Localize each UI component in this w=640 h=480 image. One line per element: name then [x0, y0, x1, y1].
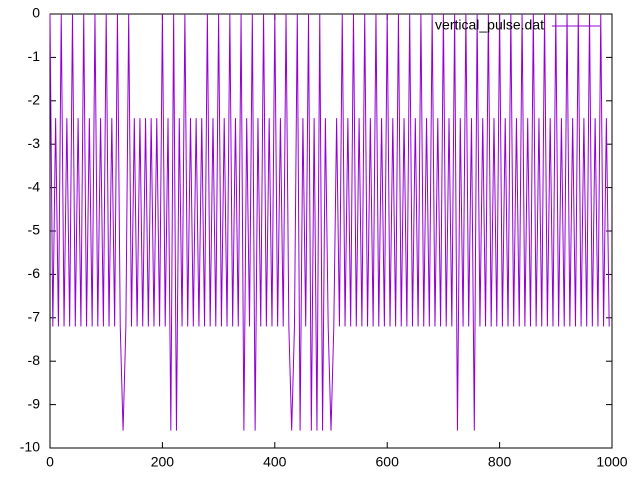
plot-frame [49, 13, 613, 449]
y-tick-label: -1 [28, 48, 41, 64]
y-tick-label: -7 [28, 309, 41, 325]
x-tick-label: 1000 [596, 454, 627, 470]
y-tick-label: -2 [28, 92, 41, 108]
x-tick-label: 400 [263, 454, 287, 470]
y-tick-label: -5 [28, 222, 41, 238]
x-tick-label: 800 [488, 454, 512, 470]
legend-label: vertical_pulse.dat [435, 17, 544, 33]
x-tick-label: 600 [376, 454, 400, 470]
x-tick-label: 200 [151, 454, 175, 470]
y-tick-label: -9 [28, 395, 41, 411]
x-tick-label: 0 [46, 454, 54, 470]
y-tick-label: -6 [28, 265, 41, 281]
y-tick-label: -4 [28, 178, 41, 194]
y-tick-label: -3 [28, 135, 41, 151]
y-tick-label: 0 [32, 5, 40, 21]
series-line [49, 13, 610, 431]
y-tick-label: -8 [28, 352, 41, 368]
y-tick-label: -10 [20, 439, 40, 455]
